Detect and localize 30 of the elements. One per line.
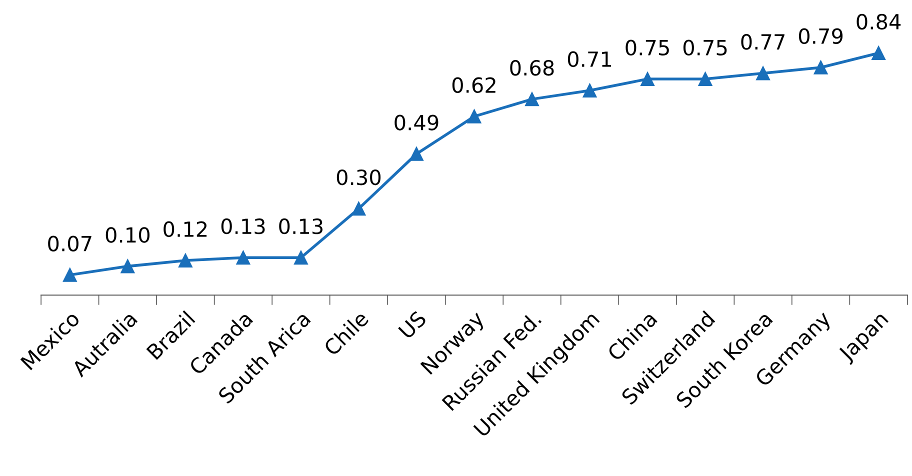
data-label: 0.13 [279,218,322,234]
data-label: 0.13 [221,218,265,234]
data-label: 0.75 [683,40,727,56]
point [525,92,539,106]
point [756,66,770,80]
point [410,146,424,161]
data-label: 0.71 [568,51,612,68]
point [120,259,135,274]
data-label: 0.07 [48,236,92,252]
point [467,110,482,124]
data-label: 0.75 [626,40,669,56]
data-label: 0.84 [856,14,901,30]
data-label: 0.49 [394,114,438,130]
data-label: 0.68 [510,60,554,76]
data-label: 0.62 [452,77,496,93]
point [698,72,712,86]
data-label: 0.79 [798,28,843,44]
point [62,268,77,282]
data-label: 0.30 [336,169,381,186]
point [236,250,250,265]
data-label: 0.12 [164,221,207,238]
point [352,202,366,216]
point [294,250,308,265]
data-label: 0.10 [106,227,150,243]
point [582,84,597,98]
point [178,254,192,268]
point [814,60,828,74]
data-label: 0.77 [741,34,784,50]
point [640,72,654,86]
point [872,46,886,60]
